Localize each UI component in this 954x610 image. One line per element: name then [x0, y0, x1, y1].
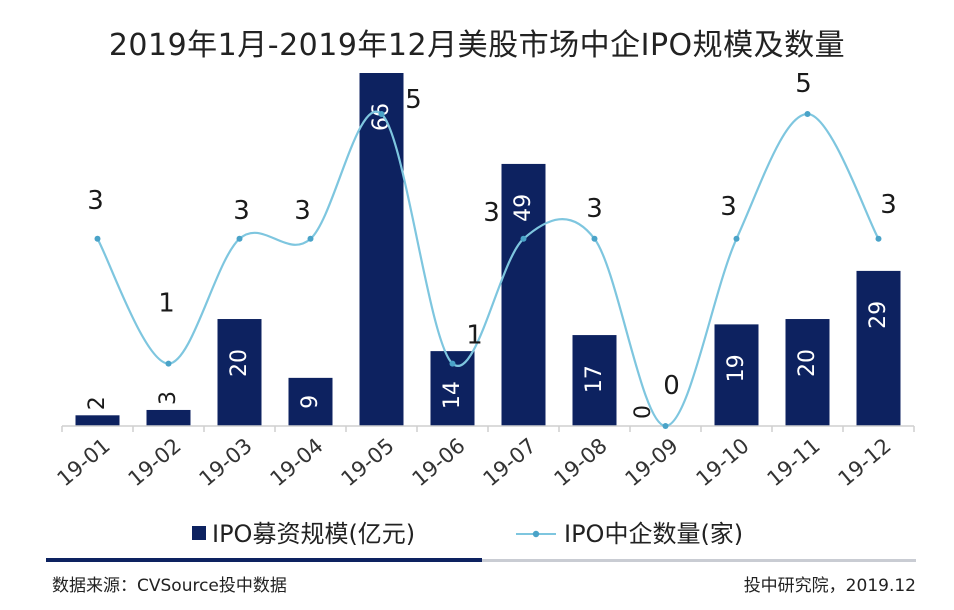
bar-value-label: 20: [795, 349, 820, 377]
bar-19-01: [75, 415, 120, 426]
bar-value-label: 19: [724, 354, 749, 382]
x-tick-label: 19-01: [53, 433, 115, 491]
count-value-label: 3: [87, 186, 104, 216]
count-point-19-09: [662, 423, 669, 429]
x-tick-label: 19-05: [337, 433, 399, 491]
footer-rule-dark: [46, 558, 482, 562]
bar-19-07: [501, 163, 546, 426]
x-axis-ticks: 19-01 19-02 19-03 19-04 19-05 19-06 19-07 19-08…: [53, 426, 915, 491]
x-tick-label: 19-12: [834, 433, 896, 491]
bar-19-03: [217, 319, 262, 426]
bar-19-12: [856, 270, 901, 426]
bar-19-05: [359, 73, 404, 426]
bar-19-10: [714, 324, 759, 426]
bar-value-label: 3: [156, 391, 181, 405]
footer-rule-light: [482, 559, 916, 562]
count-point-19-03: [236, 235, 243, 242]
count-value-label: 5: [795, 69, 812, 99]
x-tick-label: 19-11: [763, 433, 825, 491]
count-value-label: 1: [466, 321, 483, 351]
count-point-19-10: [733, 235, 740, 242]
credit-note: 投中研究院，2019.12: [743, 576, 916, 596]
count-value-label: 3: [233, 196, 250, 226]
count-point-19-12: [875, 235, 882, 242]
count-value-label: 3: [720, 192, 737, 222]
x-tick-label: 19-04: [266, 433, 328, 491]
count-point-19-02: [165, 360, 172, 367]
legend-label-bar: IPO募资规模(亿元): [212, 520, 415, 548]
bar-value-label: 49: [511, 194, 536, 222]
x-tick-label: 19-08: [550, 433, 612, 491]
legend-swatch-marker: [532, 530, 540, 538]
x-tick-label: 19-09: [621, 433, 683, 491]
legend-label-line: IPO中企数量(家): [564, 520, 743, 548]
count-point-19-07: [520, 235, 527, 242]
x-tick-label: 19-02: [124, 433, 186, 491]
count-value-label: 5: [405, 85, 422, 115]
legend-swatch-bar: [192, 526, 206, 540]
bar-value-label: 14: [440, 381, 465, 409]
bar-19-08: [572, 335, 617, 426]
bar-19-11: [785, 319, 830, 426]
count-value-label: 0: [663, 371, 680, 401]
source-note: 数据来源：CVSource投中数据: [52, 576, 287, 596]
bar-value-label: 20: [227, 349, 252, 377]
count-point-19-04: [307, 235, 314, 242]
chart-title: 2019年1月-2019年12月美股市场中企IPO规模及数量: [108, 28, 846, 63]
count-value-label: 1: [158, 289, 175, 319]
x-tick-label: 19-07: [479, 433, 541, 491]
bar-series: 23209661449170192029: [75, 73, 901, 426]
count-value-label: 3: [294, 196, 311, 226]
x-tick-label: 19-06: [408, 433, 470, 491]
count-point-19-06: [449, 360, 456, 367]
count-point-19-05: [378, 111, 385, 117]
x-tick-label: 19-10: [692, 433, 754, 491]
bar-value-label: 29: [866, 301, 891, 329]
legend: IPO募资规模(亿元) IPO中企数量(家): [192, 520, 743, 548]
bar-value-label: 17: [582, 365, 607, 393]
line-series: 3 1 3 3 5 1 3 3 0 3 5 3: [87, 69, 897, 429]
count-point-19-01: [94, 235, 101, 242]
bar-19-02: [146, 409, 191, 426]
bar-value-label: 9: [298, 395, 323, 409]
bar-value-label: 2: [85, 396, 110, 410]
count-value-label: 3: [880, 190, 897, 220]
count-point-19-08: [591, 235, 598, 242]
count-value-label: 3: [586, 194, 603, 224]
x-tick-label: 19-03: [195, 433, 257, 491]
bar-19-04: [288, 377, 333, 426]
count-point-19-11: [804, 111, 811, 117]
count-value-label: 3: [483, 198, 500, 228]
count-line: [96, 110, 880, 428]
